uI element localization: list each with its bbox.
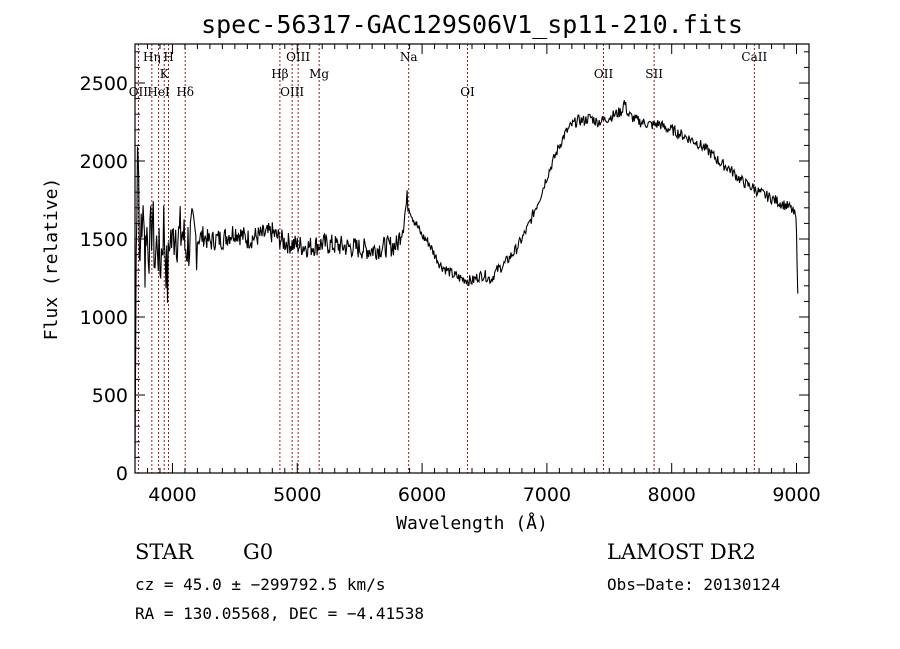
redshift-readout: cz = 45.0 ± −299792.5 km/s — [135, 575, 386, 594]
y-tick-label: 0 — [116, 463, 128, 485]
y-axis-ticks: 0 500 1000 1500 2000 2500 — [80, 51, 809, 485]
y-tick-label: 500 — [92, 385, 128, 407]
coordinates-readout: RA = 130.05568, DEC = −4.41538 — [135, 604, 424, 623]
object-class: STAR — [135, 540, 194, 564]
line-label-OII: OII — [594, 67, 614, 81]
x-tick-label: 6000 — [398, 484, 446, 506]
y-tick-label: 2500 — [80, 73, 128, 95]
x-tick-label: 5000 — [273, 484, 321, 506]
x-tick-label: 9000 — [772, 484, 820, 506]
line-label-Na: Na — [400, 50, 418, 64]
chart-title: spec-56317-GAC129S06V1_sp11-210.fits — [201, 10, 743, 39]
line-label-H: H — [163, 50, 173, 64]
line-label-CaII: CaII — [741, 50, 767, 64]
plot-frame — [134, 43, 810, 474]
spectral-line-markers: OII Hη HeI KH Hδ Hβ OIII OIII Mg Na OI OII SII CaII — [129, 44, 767, 473]
line-label-OIII: OIII — [280, 85, 304, 99]
observation-date: Obs−Date: 20130124 — [607, 575, 781, 594]
x-tick-label: 7000 — [523, 484, 571, 506]
line-label-Hβ: Hβ — [271, 67, 288, 81]
x-axis-label: Wavelength (Å) — [396, 512, 548, 534]
spectrum-line — [134, 100, 799, 458]
line-label-K: K — [160, 67, 170, 81]
line-label-HeI: HeI — [147, 85, 170, 99]
line-label-SII: SII — [645, 67, 663, 81]
x-axis-ticks: 4000 5000 6000 7000 8000 9000 — [146, 44, 821, 506]
line-label-Mg: Mg — [309, 67, 329, 81]
line-label-OII: OII — [129, 85, 149, 99]
y-tick-label: 2000 — [80, 151, 128, 173]
survey-release: LAMOST DR2 — [607, 540, 756, 564]
line-label-Hδ: Hδ — [176, 85, 194, 99]
y-tick-label: 1500 — [80, 229, 128, 251]
x-tick-label: 8000 — [648, 484, 696, 506]
y-tick-label: 1000 — [80, 307, 128, 329]
y-axis-label: Flux (relative) — [41, 178, 62, 341]
spectral-subclass: G0 — [243, 540, 274, 564]
x-tick-label: 4000 — [148, 484, 196, 506]
line-label-OI: OI — [460, 85, 475, 99]
line-label-OIII: OIII — [286, 50, 310, 64]
line-label-Hη: Hη — [143, 50, 161, 64]
